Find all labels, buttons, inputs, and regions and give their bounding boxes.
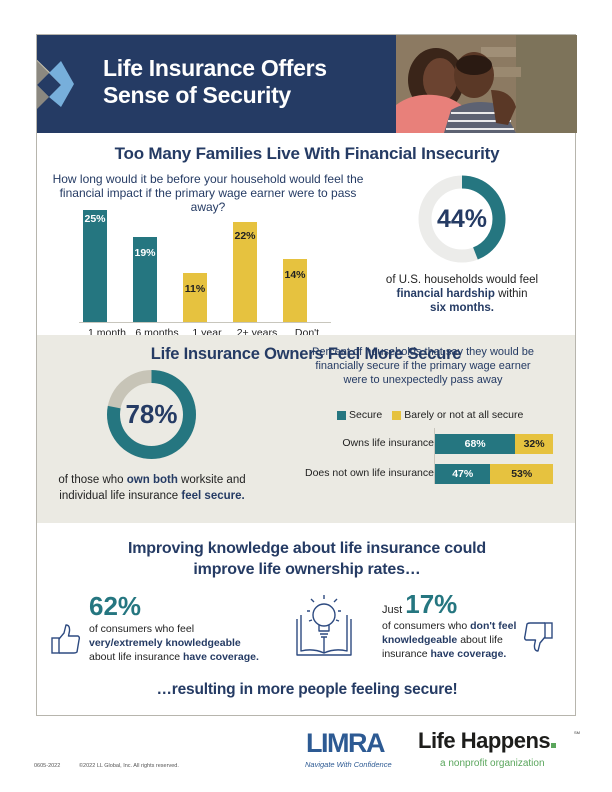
title-line-2: Sense of Security bbox=[103, 82, 291, 108]
lightbulb-book-icon bbox=[296, 595, 352, 656]
infographic-frame: Life Insurance Offers Sense of Security … bbox=[36, 34, 577, 716]
service-mark: SM bbox=[574, 730, 580, 735]
life-happens-tagline: a nonprofit organization bbox=[440, 758, 545, 769]
bar-6-months: 19% bbox=[133, 237, 157, 322]
stacked-bar-axis bbox=[434, 428, 435, 484]
title-line-1: Improving knowledge about life insurance… bbox=[128, 540, 486, 557]
row-bars: 68% 32% bbox=[435, 434, 553, 454]
title-line-1: Life Insurance Offers bbox=[103, 55, 327, 81]
legend-label: Barely or not at all secure bbox=[404, 409, 524, 421]
life-happens-logo: Life Happens SM a nonprofit organization bbox=[418, 728, 588, 774]
stat-62-value: 62% bbox=[89, 591, 142, 621]
not-knowledgeable-stat: Just 17% of consumers who don't feel kno… bbox=[382, 591, 532, 661]
green-dot-icon bbox=[551, 743, 557, 748]
family-photo-illustration bbox=[396, 35, 577, 133]
bar-dont-know: 14% bbox=[283, 259, 307, 322]
life-happens-text: Life Happens bbox=[418, 728, 551, 753]
caption-emphasis: feel secure. bbox=[181, 490, 245, 502]
bar-value-label: 11% bbox=[184, 283, 206, 295]
donut-78-value: 78% bbox=[125, 399, 178, 429]
caption-emphasis: financial hardship bbox=[396, 288, 495, 300]
legend-item-not-secure: Barely or not at all secure bbox=[392, 409, 523, 421]
caption-text: about life insurance bbox=[89, 651, 183, 663]
row-label: Does not own life insurance bbox=[305, 467, 434, 479]
title-line-2: improve life ownership rates… bbox=[193, 561, 421, 578]
limra-logo: LIMRA Navigate With Confidence bbox=[304, 728, 404, 774]
copyright-notice: ©2022 LL Global, Inc. All rights reserve… bbox=[79, 763, 179, 769]
stat-62-caption: of consumers who feel very/extremely kno… bbox=[89, 622, 259, 664]
section-financial-insecurity-title: Too Many Families Live With Financial In… bbox=[114, 144, 500, 163]
caption-emphasis: six months. bbox=[430, 302, 494, 314]
bar-fill bbox=[233, 222, 257, 322]
family-photo bbox=[396, 35, 577, 133]
bar-fill bbox=[133, 237, 157, 322]
bar-value-label: 22% bbox=[234, 230, 256, 242]
caption-text: of U.S. households would feel bbox=[385, 274, 539, 286]
bar-value-label: 25% bbox=[84, 213, 106, 225]
bar-1-year: 11% bbox=[183, 273, 207, 322]
section-owners-feel-secure: Life Insurance Owners Feel More Secure 7… bbox=[37, 335, 575, 523]
stacked-bar-question: Percent of households that say they woul… bbox=[312, 346, 534, 386]
limra-tagline: Navigate With Confidence bbox=[305, 760, 392, 769]
bar-value-label: 14% bbox=[284, 269, 306, 281]
legend-swatch-teal bbox=[337, 410, 346, 420]
bar-value-label: 19% bbox=[134, 247, 156, 259]
legend-label: Secure bbox=[349, 409, 383, 421]
segment-secure: 68% bbox=[435, 434, 516, 454]
row-label: Owns life insurance bbox=[342, 437, 434, 449]
diamond-logo-icon bbox=[37, 59, 74, 109]
caption-text: of consumers who bbox=[382, 620, 471, 632]
stacked-bar-row-does-not-own: Does not own life insurance 47% 53% bbox=[277, 464, 577, 484]
bar-chart-question: How long would it be before your househo… bbox=[52, 172, 364, 214]
just-prefix: Just bbox=[382, 604, 406, 616]
legend-swatch-gold bbox=[392, 410, 402, 420]
donut-78-caption: of those who own both worksite and indiv… bbox=[47, 472, 257, 504]
caption-text: of consumers who feel bbox=[89, 623, 195, 635]
caption-text: worksite and individual life insurance bbox=[59, 474, 246, 502]
bar-fill bbox=[283, 259, 307, 322]
stat-17-caption: of consumers who don't feel knowledgeabl… bbox=[382, 619, 532, 661]
page-title: Life Insurance Offers Sense of Security bbox=[103, 55, 327, 109]
caption-emphasis: own both bbox=[126, 474, 178, 486]
caption-emphasis: have coverage. bbox=[430, 648, 507, 660]
section-knowledge-title: Improving knowledge about life insurance… bbox=[37, 538, 577, 580]
bar-1-month: 25% bbox=[83, 210, 107, 322]
closing-statement: …resulting in more people feeling secure… bbox=[156, 681, 458, 698]
knowledgeable-stat: 62% of consumers who feel very/extremely… bbox=[89, 593, 259, 664]
segment-secure: 47% bbox=[435, 464, 491, 484]
donut-44-value: 44% bbox=[436, 204, 488, 233]
bar-chart-baseline bbox=[79, 322, 331, 323]
bar-fill bbox=[83, 210, 107, 322]
life-happens-wordmark: Life Happens bbox=[418, 728, 557, 754]
caption-text: about life insurance bbox=[382, 634, 503, 660]
thumbs-down-icon bbox=[523, 622, 553, 652]
section-owners-title: Life Insurance Owners Feel More Secure bbox=[150, 345, 462, 363]
document-code: 0605-2022 bbox=[34, 763, 61, 769]
caption-text: of those who bbox=[58, 474, 127, 486]
donut-44-ring bbox=[418, 175, 506, 263]
donut-44-caption: of U.S. households would feel financial … bbox=[372, 273, 552, 315]
stat-17-value: 17% bbox=[405, 589, 458, 619]
thumbs-up-icon bbox=[51, 624, 81, 654]
bar-2-plus-years: 22% bbox=[233, 222, 257, 322]
caption-text: within bbox=[494, 288, 528, 300]
legend-item-secure: Secure bbox=[337, 409, 382, 421]
caption-emphasis: very/extremely knowledgeable bbox=[89, 637, 241, 649]
segment-not-secure: 32% bbox=[515, 434, 553, 454]
row-bars: 47% 53% bbox=[435, 464, 553, 484]
segment-not-secure: 53% bbox=[490, 464, 553, 484]
caption-emphasis: don't feel knowledgeable bbox=[382, 620, 517, 646]
bar-fill bbox=[183, 273, 207, 322]
limra-wordmark: LIMRA bbox=[306, 728, 385, 758]
stacked-bar-legend: Secure Barely or not at all secure bbox=[337, 409, 533, 421]
header-banner: Life Insurance Offers Sense of Security bbox=[37, 35, 577, 133]
donut-78-percent: 78% bbox=[106, 369, 197, 460]
time-to-impact-bar-chart: 25% 19% 11% 22% 14% bbox=[79, 210, 359, 322]
stacked-bar-row-owns: Owns life insurance 68% 32% bbox=[277, 434, 577, 454]
donut-44-percent: 44% bbox=[418, 175, 506, 263]
caption-emphasis: have coverage. bbox=[182, 651, 259, 663]
donut-78-ring bbox=[107, 370, 196, 459]
